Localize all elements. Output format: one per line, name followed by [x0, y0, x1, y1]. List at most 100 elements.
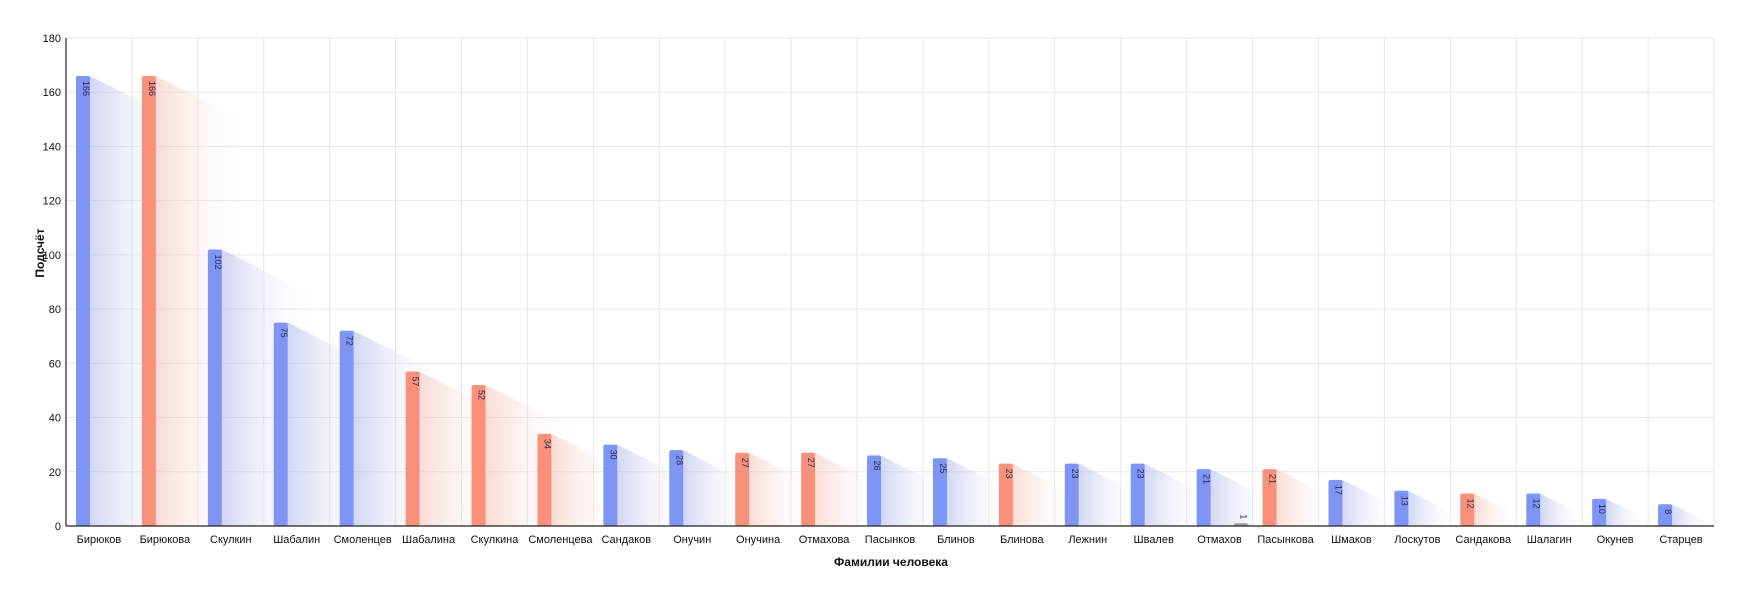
bar-value-label: 23: [1136, 469, 1146, 479]
bar-value-label: 25: [938, 463, 948, 473]
bar[interactable]: [405, 371, 420, 526]
x-tick-label: Окунев: [1597, 534, 1634, 546]
bar-shadow: [946, 458, 1015, 526]
bar[interactable]: [735, 452, 750, 526]
bar[interactable]: [1658, 504, 1673, 526]
bar[interactable]: [1526, 493, 1541, 526]
bar-shadow: [1606, 498, 1652, 526]
x-tick-label: Онучина: [736, 534, 781, 546]
bar-value-label: 10: [1597, 504, 1607, 514]
bar[interactable]: [1592, 498, 1607, 526]
y-axis-title: Подсчёт: [33, 228, 47, 277]
axis-layer: 0 20 40 60 80 100 120 140 160 180 Бирюков Бирюкова С…: [43, 33, 1714, 546]
x-tick-label: Пасынков: [865, 534, 916, 546]
x-tick-label: Бирюков: [77, 534, 122, 546]
bar-value-label: 102: [213, 254, 223, 269]
x-tick-label: Скулкин: [210, 534, 252, 546]
bar-value-label: 12: [1465, 498, 1475, 508]
y-tick-label: 100: [43, 250, 61, 262]
bar[interactable]: [207, 249, 222, 526]
bar-value-label: 28: [674, 455, 684, 465]
bar-shadow: [1342, 479, 1398, 526]
x-tick-label: Шабалин: [273, 534, 320, 546]
x-tick-label: Шмаков: [1331, 534, 1372, 546]
bar-shadow: [881, 455, 950, 526]
x-tick-label: Пасынкова: [1257, 534, 1314, 546]
x-tick-label: Лежнин: [1068, 534, 1107, 546]
bar[interactable]: [1328, 479, 1343, 526]
y-tick-label: 60: [49, 358, 61, 370]
bar[interactable]: [603, 444, 618, 526]
bar-value-label: 57: [411, 376, 421, 386]
bar[interactable]: [1460, 493, 1475, 526]
y-tick-label: 80: [49, 304, 61, 316]
x-tick-label: Смоленцева: [528, 534, 593, 546]
bar[interactable]: [273, 322, 288, 526]
bar[interactable]: [669, 450, 684, 526]
y-tick-label: 20: [49, 467, 61, 479]
y-tick-label: 0: [55, 521, 61, 533]
bar[interactable]: [1233, 523, 1248, 526]
bar-value-label: 23: [1070, 469, 1080, 479]
bar-value-label: 1: [1239, 514, 1249, 519]
bar-value-label: 75: [279, 328, 289, 338]
x-tick-label: Старцев: [1659, 534, 1702, 546]
bar-shadow: [1210, 469, 1272, 526]
bar[interactable]: [998, 463, 1013, 526]
y-tick-label: 160: [43, 87, 61, 99]
x-tick-label: Смоленцев: [334, 534, 392, 546]
bar-value-label: 8: [1663, 509, 1673, 514]
bar-value-label: 13: [1399, 496, 1409, 506]
y-tick-label: 180: [43, 33, 61, 45]
bar-value-label: 26: [872, 461, 882, 471]
bar-shadow: [1012, 463, 1078, 526]
bar[interactable]: [1064, 463, 1079, 526]
bar-value-label: 52: [477, 390, 487, 400]
bar-value-label: 166: [81, 81, 91, 96]
bar[interactable]: [801, 452, 816, 526]
bar[interactable]: [1262, 469, 1277, 526]
bar-value-label: 27: [740, 458, 750, 468]
bar-shadow: [1540, 493, 1589, 526]
bar-value-label: 23: [1004, 469, 1014, 479]
x-tick-label: Отмахова: [799, 534, 850, 546]
x-tick-label: Лоскутов: [1394, 534, 1440, 546]
bar-value-label: 12: [1531, 498, 1541, 508]
bar[interactable]: [471, 385, 486, 526]
x-tick-label: Скулкина: [471, 534, 520, 546]
bar[interactable]: [141, 75, 156, 526]
y-tick-label: 120: [43, 196, 61, 208]
bar-shadow: [1408, 490, 1458, 526]
bar-value-label: 21: [1268, 474, 1278, 484]
bar-shadow: [1247, 523, 1280, 540]
bar-value-label: 27: [806, 458, 816, 468]
x-tick-label: Отмахов: [1197, 534, 1242, 546]
y-tick-label: 140: [43, 141, 61, 153]
bar-layer: 166 166 102 75 72 57 52 34 30 28 27 27 26 25 23 23 23 21 1…: [76, 75, 1673, 526]
bar[interactable]: [1394, 490, 1409, 526]
bar-shadow: [1276, 469, 1338, 526]
bar-value-label: 34: [542, 439, 552, 449]
y-tick-label: 40: [49, 413, 61, 425]
bar[interactable]: [932, 458, 947, 526]
bar[interactable]: [1196, 469, 1211, 526]
bar-value-label: 30: [608, 450, 618, 460]
bar-shadow: [1078, 463, 1144, 526]
bar[interactable]: [1130, 463, 1145, 526]
bar-value-label: 21: [1202, 474, 1212, 484]
bar[interactable]: [867, 455, 882, 526]
bar[interactable]: [76, 75, 90, 526]
bar-value-label: 72: [345, 336, 355, 346]
x-tick-label: Шабалина: [402, 534, 456, 546]
bar[interactable]: [339, 330, 354, 526]
x-tick-label: Блинов: [937, 534, 975, 546]
x-tick-label: Швалев: [1134, 534, 1174, 546]
bar-shadow: [1144, 463, 1210, 526]
bar-shadow: [1672, 504, 1715, 526]
x-axis-title: Фамилии человека: [834, 555, 948, 569]
x-tick-label: Сандакова: [1455, 534, 1512, 546]
x-tick-label: Бирюкова: [140, 534, 192, 546]
bar[interactable]: [537, 433, 552, 526]
bar-shadow-layer: [90, 75, 1715, 540]
